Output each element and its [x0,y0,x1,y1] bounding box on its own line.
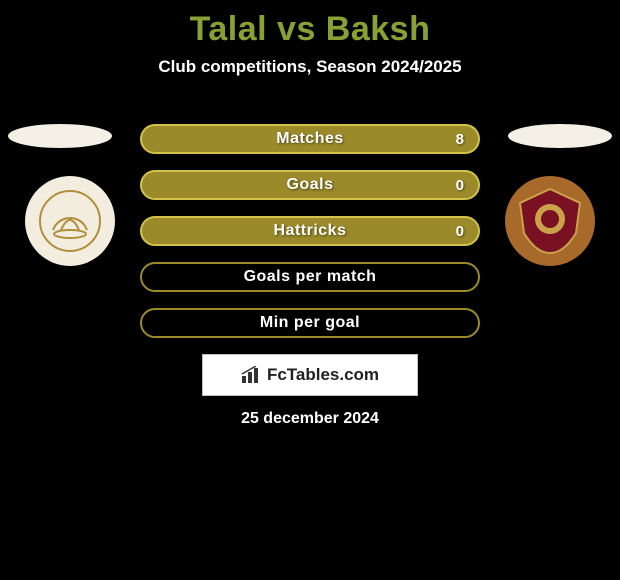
player-ellipse-right [508,124,612,148]
footer-date: 25 december 2024 [0,410,620,428]
player-ellipse-left [8,124,112,148]
page-subtitle: Club competitions, Season 2024/2025 [0,57,620,77]
stat-row-min-per-goal: Min per goal [140,308,480,338]
stat-label: Matches [276,130,344,148]
club-right-motif-icon [514,185,586,257]
stat-value: 0 [456,177,464,194]
brand-text: FcTables.com [267,365,379,385]
stat-value: 0 [456,223,464,240]
stat-row-hattricks: Hattricks 0 [140,216,480,246]
stat-row-matches: Matches 8 [140,124,480,154]
stats-panel: Matches 8 Goals 0 Hattricks 0 Goals per … [140,124,480,354]
brand-badge[interactable]: FcTables.com [202,354,418,396]
stat-label: Goals per match [244,268,377,286]
club-badge-right [505,176,595,266]
page-title: Talal vs Baksh [0,0,620,49]
bar-chart-icon [241,366,263,384]
club-badge-left [25,176,115,266]
stat-label: Hattricks [274,222,347,240]
stat-row-goals-per-match: Goals per match [140,262,480,292]
club-left-motif-icon [39,190,101,252]
stat-value: 8 [456,131,464,148]
stat-label: Min per goal [260,314,360,332]
stat-row-goals: Goals 0 [140,170,480,200]
stat-label: Goals [287,176,334,194]
